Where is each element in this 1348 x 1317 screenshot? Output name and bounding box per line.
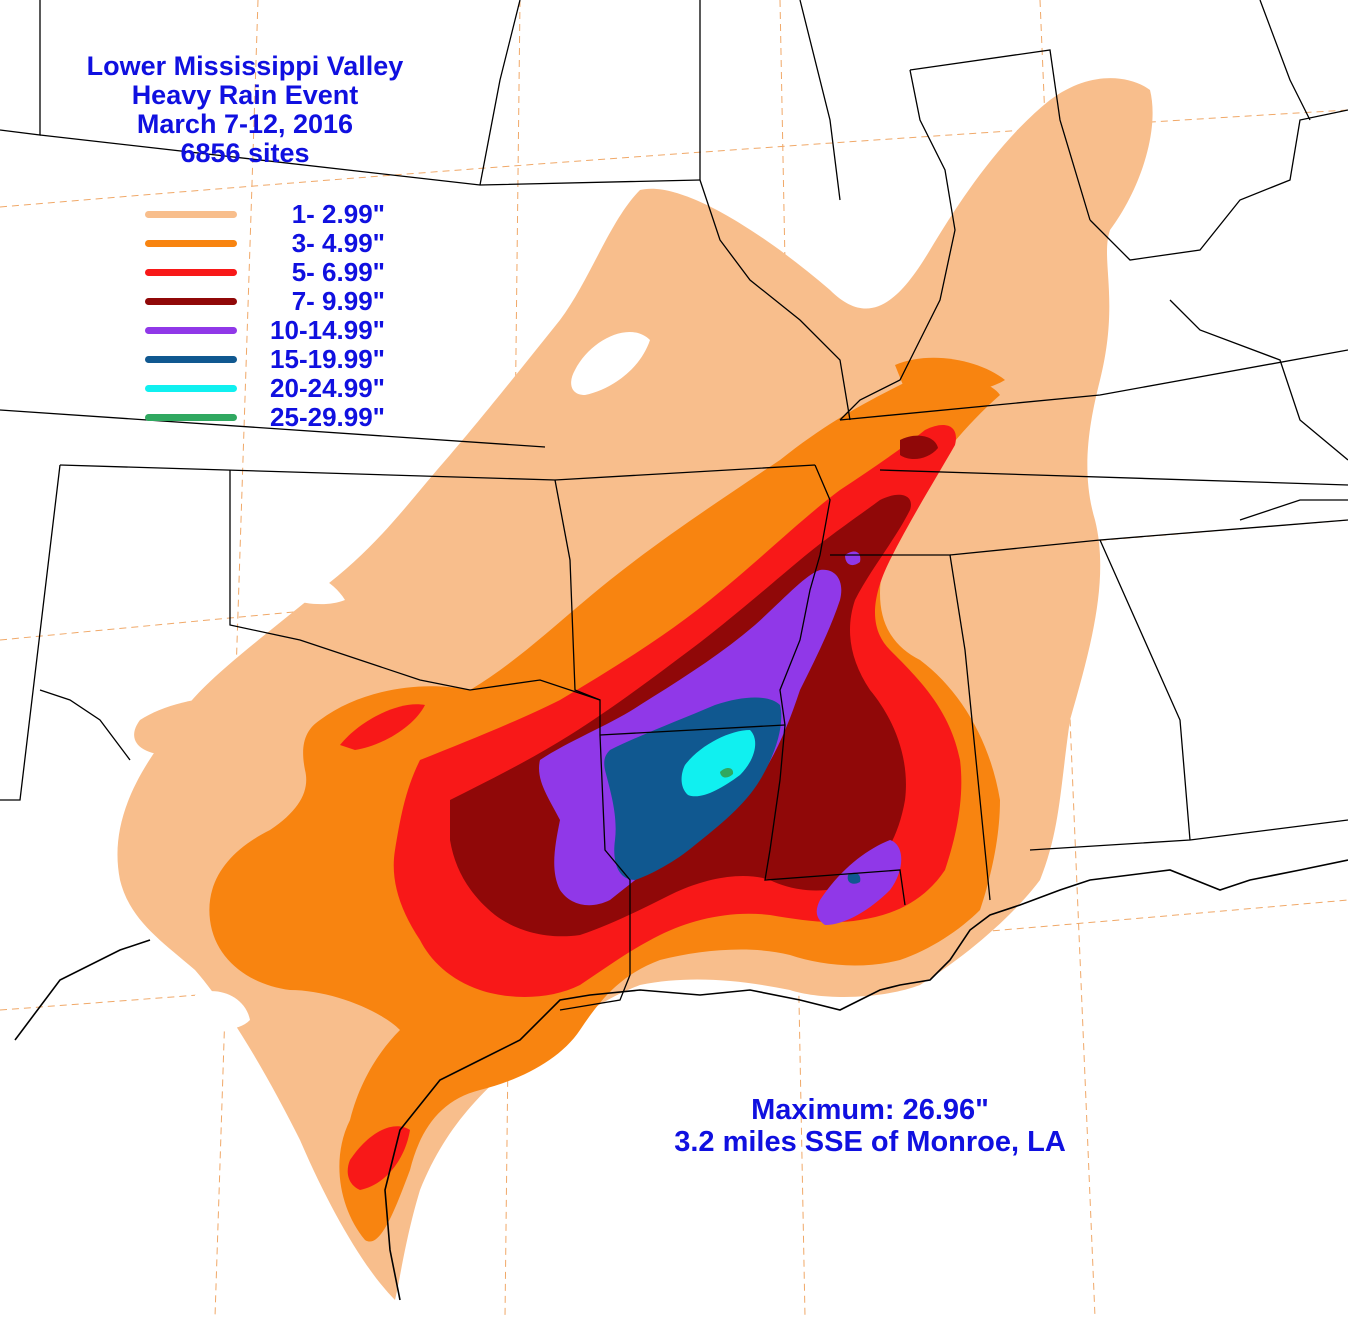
- legend-swatch: [145, 269, 237, 276]
- maximum-value: Maximum: 26.96": [751, 1094, 989, 1126]
- legend-label: 25-29.99": [270, 402, 385, 432]
- title-line-4: 6856 sites: [180, 138, 310, 168]
- coastline: [14, 859, 1348, 1301]
- state-line: [699, 179, 851, 421]
- legend-label: 1- 2.99": [291, 199, 385, 229]
- legend-entry: 3- 4.99": [145, 229, 405, 258]
- state-line: [839, 69, 956, 421]
- legend-swatch: [145, 298, 237, 305]
- state-line: [1239, 499, 1348, 521]
- legend-entry: 1- 2.99": [145, 200, 405, 229]
- title-line-2: Heavy Rain Event: [131, 80, 359, 110]
- legend-entry: 5- 6.99": [145, 258, 405, 287]
- state-line: [764, 464, 906, 906]
- state-line: [879, 469, 1348, 486]
- no-rain-patches: [195, 331, 650, 1116]
- state-line: [1089, 109, 1348, 261]
- legend-label: 3- 4.99": [291, 228, 385, 258]
- legend-entry: 25-29.99": [145, 403, 405, 432]
- state-line: [830, 554, 991, 901]
- state-line: [799, 0, 841, 201]
- legend-swatch: [145, 356, 237, 363]
- graticule-line: [779, 0, 806, 1317]
- maximum-annotation: Maximum: 26.96" 3.2 miles SSE of Monroe,…: [600, 1094, 1140, 1158]
- legend-swatch: [145, 385, 237, 392]
- legend-swatch: [145, 211, 237, 218]
- state-line: [39, 689, 131, 761]
- legend-label: 7- 9.99": [291, 286, 385, 316]
- state-line: [0, 409, 546, 448]
- state-line: [0, 464, 61, 801]
- state-line: [1029, 819, 1348, 851]
- legend-entry: 15-19.99": [145, 345, 405, 374]
- map-title: Lower Mississippi Valley Heavy Rain Even…: [40, 52, 450, 168]
- legend-swatch: [145, 414, 237, 421]
- legend-label: 10-14.99": [270, 315, 385, 345]
- coast-line: [384, 859, 1348, 1301]
- legend-entry: 10-14.99": [145, 316, 405, 345]
- graticule-line: [504, 0, 521, 1317]
- state-line: [0, 0, 41, 136]
- maximum-location: 3.2 miles SSE of Monroe, LA: [674, 1126, 1066, 1158]
- state-line: [229, 470, 601, 701]
- state-boundaries: [0, 0, 1348, 1011]
- state-line: [909, 49, 1091, 221]
- legend-entry: 20-24.99": [145, 374, 405, 403]
- title-line-1: Lower Mississippi Valley: [86, 51, 404, 81]
- state-line: [479, 0, 521, 186]
- state-line: [599, 724, 786, 736]
- graticule-line: [214, 0, 259, 1317]
- title-line-3: March 7-12, 2016: [136, 109, 354, 139]
- state-line: [1099, 539, 1191, 841]
- state-line: [554, 479, 601, 735]
- legend-swatch: [145, 240, 237, 247]
- state-line: [839, 349, 1348, 421]
- legend-label: 20-24.99": [270, 373, 385, 403]
- legend: 1- 2.99" 3- 4.99" 5- 6.99" 7- 9.99" 10-14.99…: [145, 200, 405, 432]
- legend-swatch: [145, 327, 237, 334]
- state-line: [1259, 0, 1311, 121]
- rain-band-25-29.99: [720, 768, 734, 778]
- coast-line: [14, 939, 151, 1041]
- legend-entry: 7- 9.99": [145, 287, 405, 316]
- graticule-line: [0, 109, 1348, 208]
- legend-label: 15-19.99": [270, 344, 385, 374]
- rain-band-20-24.99: [681, 730, 756, 797]
- legend-label: 5- 6.99": [291, 257, 385, 287]
- state-line: [559, 734, 631, 1011]
- state-line: [1169, 299, 1348, 461]
